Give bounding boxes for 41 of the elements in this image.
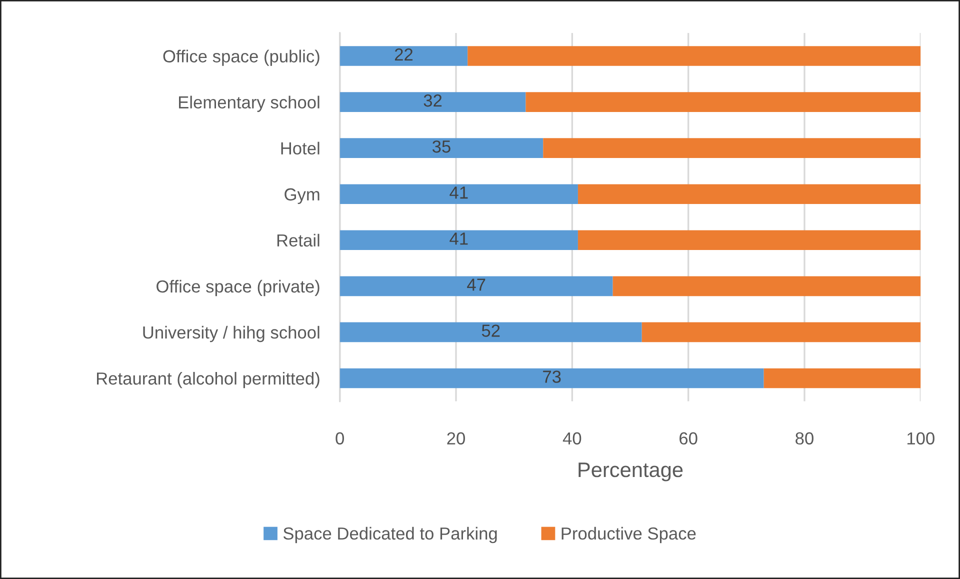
- data-label: 52: [482, 324, 500, 337]
- data-label: 32: [424, 94, 442, 107]
- data-label: 35: [432, 140, 450, 153]
- bar: [340, 230, 578, 250]
- bar: [340, 368, 764, 388]
- bar: [340, 138, 544, 158]
- bar: [578, 230, 921, 250]
- x-tick-label: 0: [336, 432, 344, 445]
- bar: [526, 92, 921, 112]
- bar: [468, 46, 921, 66]
- legend-label: Space Dedicated to Parking: [283, 526, 497, 544]
- bar: [340, 276, 613, 296]
- bar: [340, 184, 578, 204]
- bar: [642, 322, 921, 342]
- x-axis-title: Percentage: [578, 462, 683, 482]
- bar: [612, 276, 921, 296]
- x-tick-label: 60: [680, 432, 698, 445]
- x-tick-label: 100: [907, 432, 934, 445]
- data-label: 73: [543, 370, 561, 383]
- data-label: 41: [450, 186, 468, 199]
- y-tick-label: Office space (public): [163, 50, 320, 66]
- y-tick-label: Office space (private): [156, 280, 320, 296]
- x-tick-label: 20: [447, 432, 465, 445]
- legend-label: Productive Space: [562, 526, 696, 544]
- bar: [578, 184, 921, 204]
- data-label: 22: [394, 48, 413, 61]
- x-tick-label: 40: [562, 432, 582, 445]
- x-tick-label: 80: [796, 432, 814, 445]
- y-tick-label: Hotel: [281, 142, 320, 155]
- y-tick-label: Elementary school: [179, 96, 320, 112]
- bar: [764, 368, 921, 388]
- y-tick-label: Retaurant (alcohol permitted): [97, 372, 320, 388]
- bar: [340, 322, 642, 342]
- bar: [543, 138, 921, 158]
- data-label: 41: [450, 232, 468, 245]
- y-tick-label: Retail: [277, 234, 320, 247]
- y-tick-label: University / hihg school: [143, 326, 320, 342]
- bar: [340, 46, 468, 66]
- bar: [340, 92, 526, 112]
- data-label: 47: [467, 278, 486, 291]
- y-tick-label: Gym: [284, 188, 320, 204]
